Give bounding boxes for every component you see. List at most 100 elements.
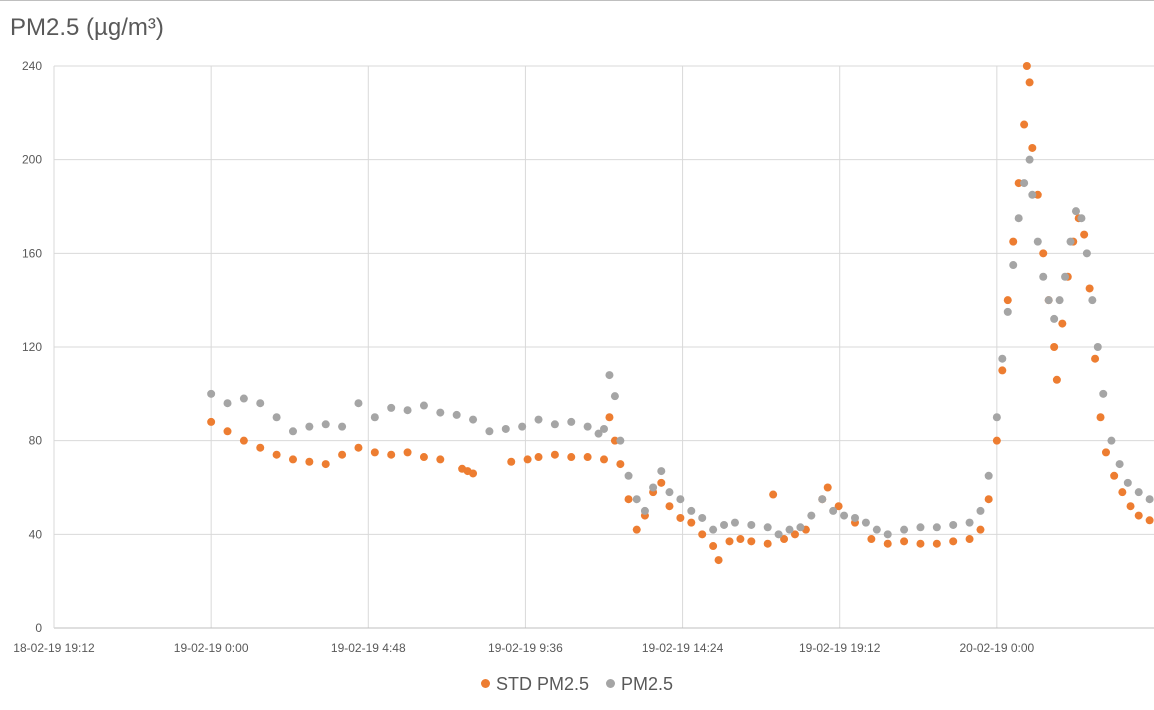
data-point-pm2-5 (1093, 343, 1102, 351)
data-point-std-pm2-5 (550, 450, 559, 459)
data-point-std-pm2-5 (1039, 249, 1048, 258)
data-point-std-pm2-5 (338, 450, 347, 459)
data-point-pm2-5 (354, 399, 363, 408)
data-point-pm2-5 (469, 415, 478, 424)
data-point-std-pm2-5 (1085, 284, 1094, 293)
y-tick-label: 80 (29, 434, 43, 448)
data-point-std-pm2-5 (1050, 343, 1059, 351)
data-point-std-pm2-5 (657, 478, 666, 487)
data-point-pm2-5 (632, 495, 641, 504)
data-point-pm2-5 (992, 413, 1001, 422)
data-point-std-pm2-5 (932, 539, 941, 548)
data-point-std-pm2-5 (507, 457, 516, 466)
data-point-std-pm2-5 (992, 436, 1001, 445)
data-point-pm2-5 (567, 417, 576, 426)
legend-label-std-pm25: STD PM2.5 (495, 674, 589, 694)
data-point-pm2-5 (239, 394, 248, 403)
data-point-pm2-5 (657, 467, 666, 476)
data-point-std-pm2-5 (867, 535, 876, 544)
x-tick-label: 19-02-19 4:48 (331, 641, 406, 655)
data-point-pm2-5 (1055, 296, 1064, 305)
data-point-pm2-5 (288, 427, 297, 436)
data-point-std-pm2-5 (1080, 230, 1089, 239)
data-point-pm2-5 (452, 410, 461, 419)
data-point-pm2-5 (1009, 261, 1018, 270)
data-point-pm2-5 (594, 429, 603, 438)
data-point-std-pm2-5 (709, 542, 718, 551)
data-point-pm2-5 (1134, 488, 1143, 497)
data-point-pm2-5 (785, 525, 794, 534)
data-point-pm2-5 (861, 518, 870, 527)
data-point-pm2-5 (698, 513, 707, 522)
data-point-pm2-5 (338, 422, 347, 431)
legend-marker-pm25 (606, 678, 615, 688)
data-point-std-pm2-5 (1126, 502, 1135, 511)
data-point-pm2-5 (818, 495, 827, 504)
y-tick-label: 200 (22, 153, 42, 167)
data-point-std-pm2-5 (305, 457, 314, 466)
data-point-pm2-5 (872, 525, 881, 534)
data-point-pm2-5 (883, 530, 892, 539)
data-point-std-pm2-5 (714, 556, 723, 565)
data-point-pm2-5 (998, 354, 1007, 363)
data-point-pm2-5 (1145, 495, 1154, 504)
x-tick-label: 19-02-19 19:12 (799, 641, 881, 655)
data-point-pm2-5 (1077, 214, 1086, 223)
data-point-std-pm2-5 (534, 453, 543, 462)
data-point-pm2-5 (370, 413, 379, 422)
data-point-pm2-5 (1099, 389, 1108, 398)
data-point-std-pm2-5 (883, 539, 892, 548)
data-point-std-pm2-5 (1025, 78, 1034, 87)
data-point-std-pm2-5 (419, 453, 428, 462)
data-point-pm2-5 (709, 525, 718, 534)
data-point-pm2-5 (1050, 314, 1059, 323)
data-point-pm2-5 (965, 518, 974, 527)
y-tick-label: 120 (22, 340, 42, 354)
data-point-std-pm2-5 (769, 490, 778, 499)
data-point-std-pm2-5 (1022, 62, 1031, 70)
data-point-std-pm2-5 (965, 535, 974, 544)
data-point-pm2-5 (676, 495, 685, 504)
data-point-pm2-5 (256, 399, 265, 408)
data-point-pm2-5 (1061, 272, 1070, 281)
x-tick-label: 19-02-19 0:00 (174, 641, 249, 655)
data-point-pm2-5 (1003, 307, 1012, 316)
x-tick-label: 19-02-19 9:36 (488, 641, 563, 655)
data-point-std-pm2-5 (687, 518, 696, 527)
data-point-pm2-5 (1039, 272, 1048, 281)
data-point-std-pm2-5 (916, 539, 925, 548)
data-point-pm2-5 (501, 424, 510, 433)
data-point-pm2-5 (796, 523, 805, 532)
data-point-pm2-5 (916, 523, 925, 532)
data-point-std-pm2-5 (403, 448, 412, 457)
data-point-std-pm2-5 (665, 502, 674, 511)
data-point-std-pm2-5 (624, 495, 633, 504)
data-point-std-pm2-5 (698, 530, 707, 539)
data-point-pm2-5 (1066, 237, 1075, 246)
data-point-std-pm2-5 (1096, 413, 1105, 422)
data-point-pm2-5 (419, 401, 428, 410)
data-point-std-pm2-5 (632, 525, 641, 534)
data-point-pm2-5 (485, 427, 494, 436)
data-point-pm2-5 (272, 413, 281, 422)
data-point-std-pm2-5 (272, 450, 281, 459)
data-point-std-pm2-5 (949, 537, 958, 546)
x-tick-label: 20-02-19 0:00 (959, 641, 1034, 655)
data-point-pm2-5 (900, 525, 909, 534)
x-tick-label: 19-02-19 14:24 (642, 641, 724, 655)
y-tick-label: 0 (35, 621, 42, 635)
data-point-std-pm2-5 (1052, 375, 1061, 384)
data-point-pm2-5 (687, 506, 696, 515)
data-point-pm2-5 (1115, 460, 1124, 469)
data-point-pm2-5 (610, 392, 619, 401)
data-point-std-pm2-5 (469, 469, 478, 478)
data-point-pm2-5 (807, 511, 816, 520)
data-point-pm2-5 (984, 471, 993, 480)
legend: STD PM2.5 PM2.5 (0, 674, 1154, 695)
data-point-std-pm2-5 (1028, 143, 1037, 152)
data-point-std-pm2-5 (223, 427, 232, 436)
data-point-std-pm2-5 (790, 530, 799, 539)
data-point-pm2-5 (600, 424, 608, 433)
data-point-pm2-5 (305, 422, 314, 431)
